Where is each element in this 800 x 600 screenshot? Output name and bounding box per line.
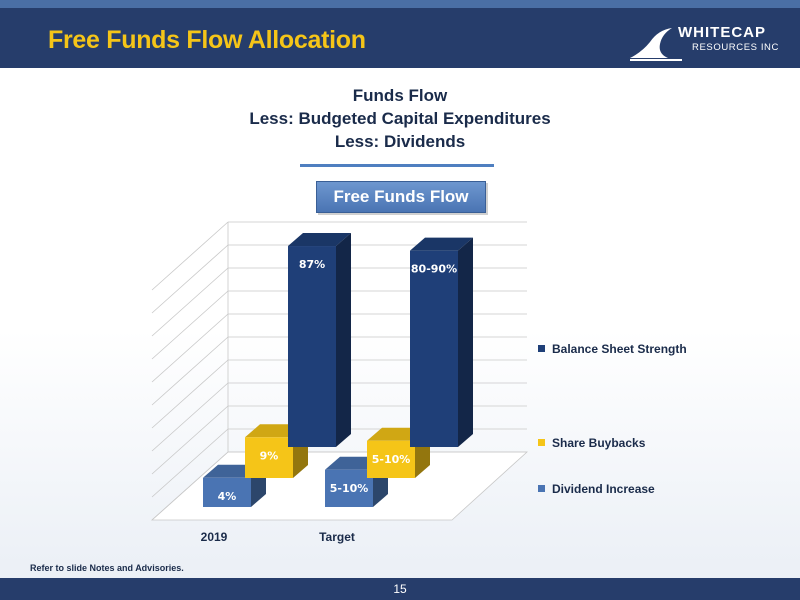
bar-front	[245, 437, 293, 478]
side-gridline	[151, 290, 229, 360]
bar-front	[410, 250, 458, 447]
bar-balance-sheet-strength-target: 80-90%	[410, 237, 473, 447]
bar-balance-sheet-strength-2019: 87%	[288, 233, 351, 447]
slide-header: Free Funds Flow Allocation WHITECAP RESO…	[0, 8, 800, 68]
logo-name: WHITECAP	[678, 24, 766, 41]
side-gridline	[151, 382, 229, 452]
bar-top	[288, 233, 351, 247]
data-label: 87%	[299, 258, 325, 271]
data-label: 5-10%	[330, 482, 369, 495]
bar-front	[288, 246, 336, 447]
data-label: 80-90%	[411, 263, 457, 276]
heading-line: Less: Dividends	[334, 132, 466, 151]
legend-item-dividend-increase: Dividend Increase	[538, 480, 655, 498]
legend-swatch	[538, 485, 545, 493]
bar-front	[367, 440, 415, 478]
data-label: 5-10%	[372, 453, 411, 466]
side-gridline	[151, 451, 229, 521]
bar-front	[203, 477, 251, 507]
side-gridline	[151, 244, 229, 314]
legend-label: Dividend Increase	[552, 481, 655, 496]
category-label: 2019	[201, 530, 228, 544]
legend-swatch	[538, 345, 545, 353]
heading-underline	[300, 164, 494, 167]
bar-top	[410, 237, 473, 251]
data-label: 9%	[260, 449, 279, 462]
slide-footer: 15	[0, 578, 800, 600]
legend-swatch	[538, 439, 545, 447]
bar-front	[325, 469, 373, 507]
side-gridline	[151, 336, 229, 406]
top-accent-band	[0, 0, 800, 8]
legend-item-balance-sheet: Balance Sheet Strength	[538, 340, 687, 358]
page-number: 15	[393, 582, 407, 596]
free-funds-flow-box: Free Funds Flow	[316, 181, 486, 213]
company-logo: WHITECAP RESOURCES INC	[628, 18, 794, 66]
side-gridline	[151, 359, 229, 429]
footnote: Refer to slide Notes and Advisories.	[30, 563, 184, 573]
legend-label: Share Buybacks	[552, 435, 646, 450]
side-gridline	[151, 405, 229, 475]
side-gridline	[151, 428, 229, 498]
side-gridline	[151, 313, 229, 383]
wave-logo-icon	[630, 28, 682, 61]
data-label: 4%	[218, 490, 237, 503]
chart-heading: Funds Flow Less: Budgeted Capital Expend…	[150, 84, 650, 153]
bar-side	[336, 233, 351, 447]
heading-line: Less: Budgeted Capital Expenditures	[249, 109, 551, 128]
heading-line: Funds Flow	[352, 86, 448, 105]
bar-side	[458, 237, 473, 447]
side-gridline	[151, 221, 229, 291]
legend-label: Balance Sheet Strength	[552, 341, 687, 356]
logo-subtitle: RESOURCES INC	[692, 42, 779, 53]
slide-title: Free Funds Flow Allocation	[48, 26, 366, 54]
category-label: Target	[319, 530, 355, 544]
side-gridline	[151, 267, 229, 337]
legend-item-share-buybacks: Share Buybacks	[538, 434, 645, 452]
